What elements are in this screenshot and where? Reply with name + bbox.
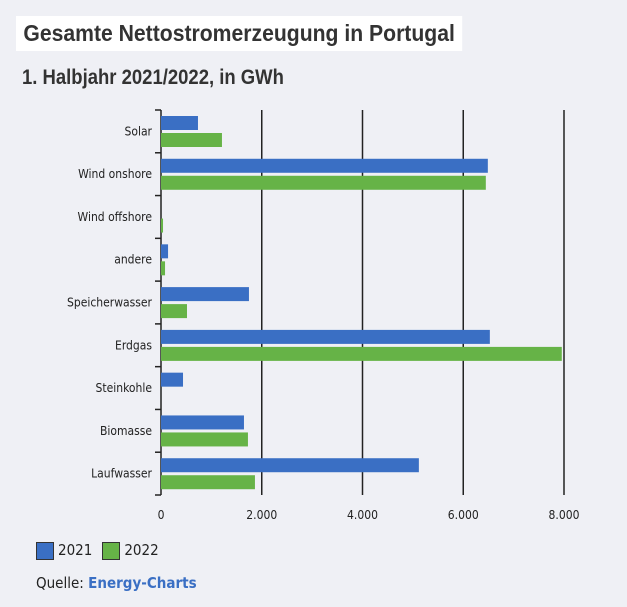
legend-label: 2022	[124, 541, 159, 559]
category-label: Steinkohle	[96, 381, 153, 395]
category-label: Wind onshore	[78, 167, 152, 181]
x-tick-label: 8.000	[549, 508, 580, 522]
source: Quelle: Energy-Charts	[36, 574, 197, 592]
bar-2021	[161, 329, 490, 344]
bar-2021	[161, 244, 169, 259]
bar-2021	[161, 158, 488, 173]
legend-swatch	[36, 541, 54, 560]
bar-2021	[161, 372, 184, 387]
bar-2022	[161, 475, 255, 490]
category-label: Biomasse	[100, 424, 152, 438]
legend: 2021 2022	[36, 541, 159, 560]
source-label: Quelle:	[36, 574, 84, 592]
category-label: Erdgas	[115, 338, 152, 352]
category-label: Laufwasser	[91, 467, 152, 481]
bar-2022	[161, 133, 222, 147]
bar-2021	[161, 287, 249, 302]
chart-title: Gesamte Nettostromerzeugung in Portugal	[16, 16, 463, 51]
x-tick-label: 0	[158, 508, 165, 522]
bar-2022	[161, 218, 164, 233]
bar-2022	[161, 304, 187, 319]
x-tick-label: 2.000	[246, 508, 277, 522]
x-tick-label: 4.000	[347, 508, 378, 522]
category-label: Speicherwasser	[67, 296, 153, 310]
legend-swatch	[102, 541, 121, 560]
bar-2021	[161, 415, 244, 430]
source-link[interactable]: Energy-Charts	[88, 574, 197, 592]
category-label: Wind offshore	[78, 210, 153, 224]
legend-item-2022: 2022	[102, 541, 159, 560]
category-label: andere	[114, 253, 152, 267]
legend-item-2021: 2021	[36, 541, 92, 560]
bar-2022	[161, 175, 486, 190]
bar-2022	[161, 432, 248, 447]
chart-subtitle: 1. Halbjahr 2021/2022, in GWh	[22, 66, 284, 89]
bar-2022	[161, 346, 562, 361]
bar-2022	[161, 261, 166, 276]
category-label: Solar	[124, 124, 152, 138]
legend-label: 2021	[58, 541, 93, 559]
bar-2021	[161, 458, 419, 473]
bar-2021	[161, 116, 198, 130]
x-tick-label: 6.000	[448, 508, 479, 522]
